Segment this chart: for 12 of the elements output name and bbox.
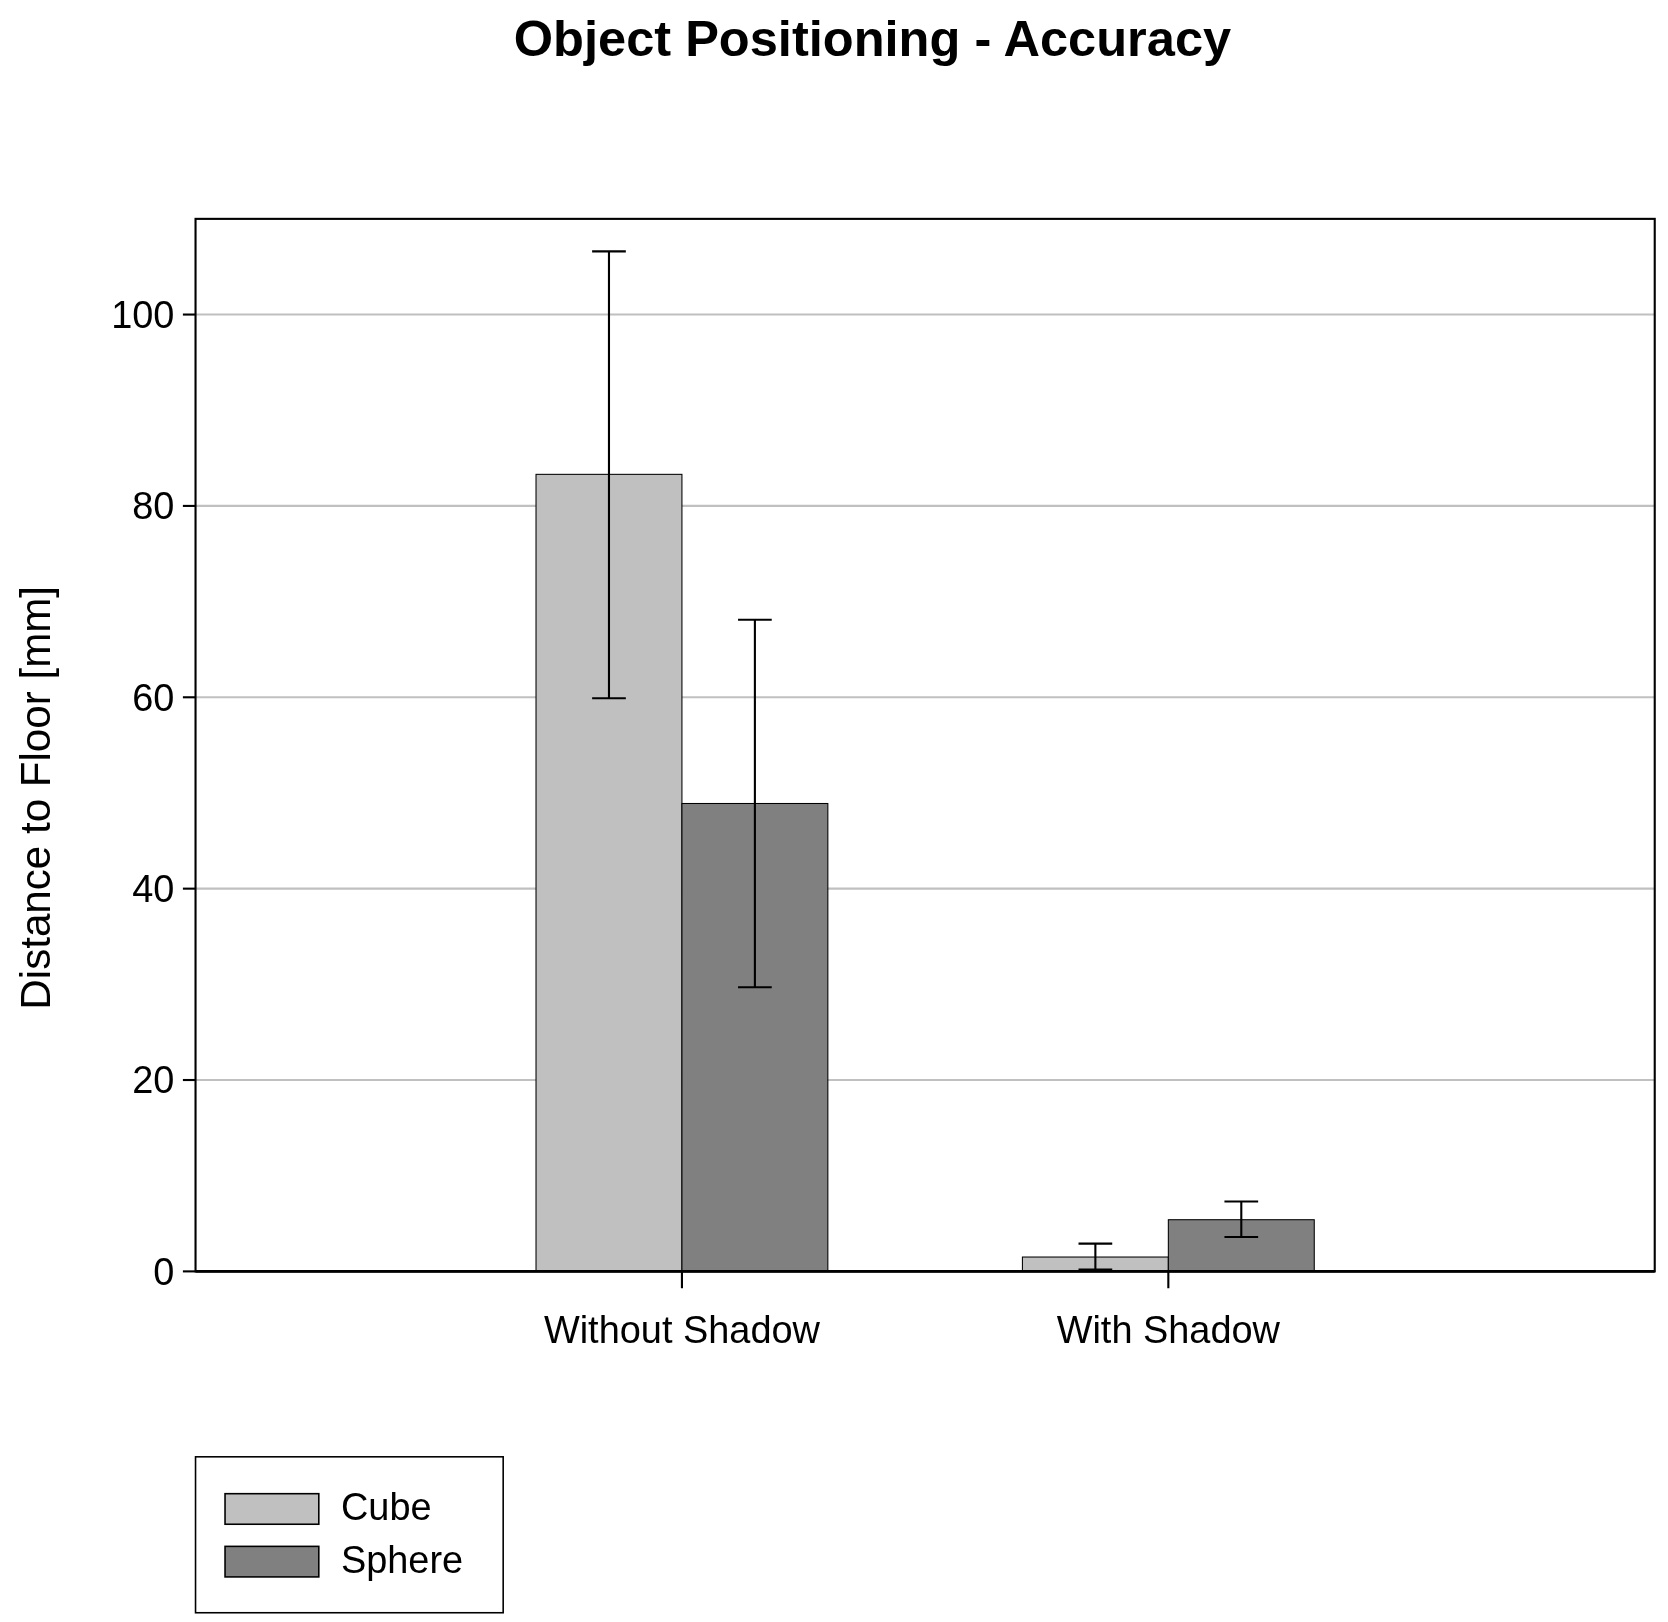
y-tick-label: 20 <box>132 1059 175 1102</box>
legend-label: Sphere <box>340 1538 464 1581</box>
y-tick-label: 0 <box>153 1250 175 1293</box>
y-axis-title: Distance to Floor [mm] <box>12 585 60 1010</box>
x-tick-label: Without Shadow <box>543 1309 821 1352</box>
y-tick-label: 60 <box>132 676 175 719</box>
legend-label: Cube <box>340 1486 432 1529</box>
y-tick-label: 40 <box>132 867 175 910</box>
x-tick-label: With Shadow <box>1056 1309 1281 1352</box>
y-tick-label: 80 <box>132 485 175 528</box>
chart-title: Object Positioning - Accuracy <box>513 9 1232 67</box>
y-tick-label: 100 <box>111 293 175 336</box>
